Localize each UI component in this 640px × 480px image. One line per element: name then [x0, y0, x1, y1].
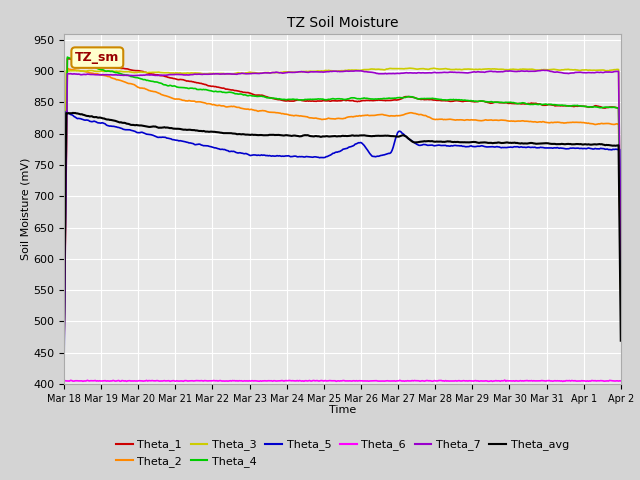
Text: TZ_sm: TZ_sm	[75, 51, 120, 64]
Title: TZ Soil Moisture: TZ Soil Moisture	[287, 16, 398, 30]
X-axis label: Time: Time	[329, 405, 356, 415]
Legend: Theta_1, Theta_2, Theta_3, Theta_4, Theta_5, Theta_6, Theta_7, Theta_avg: Theta_1, Theta_2, Theta_3, Theta_4, Thet…	[111, 435, 573, 471]
Y-axis label: Soil Moisture (mV): Soil Moisture (mV)	[20, 157, 30, 260]
